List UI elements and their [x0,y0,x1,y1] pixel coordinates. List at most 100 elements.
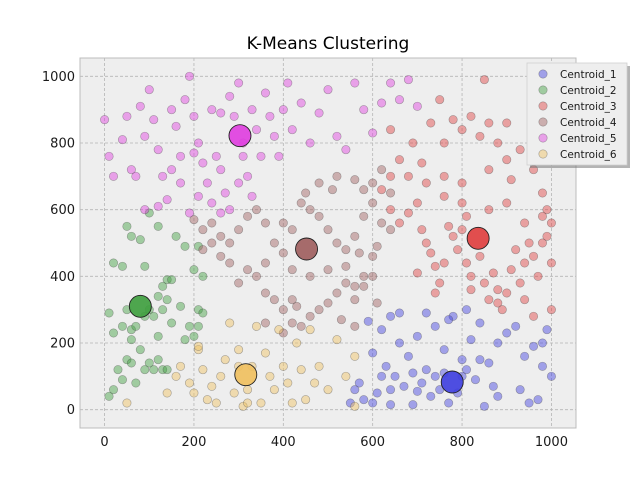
data-point [493,338,503,348]
data-point [354,378,364,388]
legend: Centroid_1 Centroid_2 Centroid_3 Centroid_4… [526,62,630,168]
data-point [144,358,154,368]
data-point [305,205,315,215]
data-point [336,315,346,325]
data-point [193,321,203,331]
data-point [135,101,145,111]
data-point [260,218,270,228]
data-point [439,191,449,201]
data-point [421,238,431,248]
data-point [430,321,440,331]
data-point [117,321,127,331]
data-point [269,131,279,141]
data-point [117,261,127,271]
data-point [386,188,396,198]
data-point [260,288,270,298]
data-point [493,298,503,308]
data-point [126,325,136,335]
centroid-marker [234,363,258,387]
data-point [439,138,449,148]
data-point [479,401,489,411]
data-point [350,175,360,185]
legend-marker [538,133,548,143]
data-point [283,378,293,388]
data-point [377,218,387,228]
data-point [153,291,163,301]
data-point [287,318,297,328]
data-point [180,335,190,345]
data-point [104,151,114,161]
data-point [162,295,172,305]
data-point [278,305,288,315]
data-point [546,218,556,228]
data-point [368,128,378,138]
data-point [238,401,248,411]
data-point [202,178,212,188]
data-point [198,158,208,168]
data-point [167,105,177,115]
data-point [542,325,552,335]
data-point [144,208,154,218]
data-point [117,135,127,145]
data-point [189,111,199,121]
data-point [350,295,360,305]
y-tick-label: 800 [50,137,75,152]
data-point [171,121,181,131]
data-point [359,281,369,291]
data-point [537,188,547,198]
data-point [359,211,369,221]
legend-marker [538,101,548,111]
data-point [198,271,208,281]
data-point [332,131,342,141]
data-point [502,328,512,338]
data-point [162,388,172,398]
data-point [368,271,378,281]
data-point [193,191,203,201]
data-point [207,198,217,208]
centroid-marker [440,370,464,394]
data-point [140,365,150,375]
data-point [350,231,360,241]
data-point [350,281,360,291]
legend-marker [538,117,548,127]
data-point [502,198,512,208]
data-point [225,205,235,215]
data-point [466,111,476,121]
data-point [256,398,266,408]
data-point [484,358,494,368]
data-point [332,171,342,181]
data-point [122,111,132,121]
data-point [386,225,396,235]
data-point [113,365,123,375]
data-point [484,295,494,305]
data-point [189,388,199,398]
data-point [403,171,413,181]
data-point [368,178,378,188]
data-point [278,218,288,228]
centroid-marker [466,226,490,250]
data-point [529,341,539,351]
data-point [193,241,203,251]
data-point [207,105,217,115]
data-point [229,388,239,398]
data-point [158,171,168,181]
data-point [515,385,525,395]
data-point [260,318,270,328]
data-point [211,398,221,408]
data-point [287,295,297,305]
data-point [412,101,422,111]
data-point [314,178,324,188]
data-point [377,185,387,195]
data-point [162,275,172,285]
data-point [466,271,476,281]
data-point [426,391,436,401]
data-point [439,258,449,268]
data-point [184,378,194,388]
data-point [412,386,422,396]
data-point [502,288,512,298]
data-point [153,331,163,341]
data-point [341,278,351,288]
data-point [225,258,235,268]
data-point [140,205,150,215]
